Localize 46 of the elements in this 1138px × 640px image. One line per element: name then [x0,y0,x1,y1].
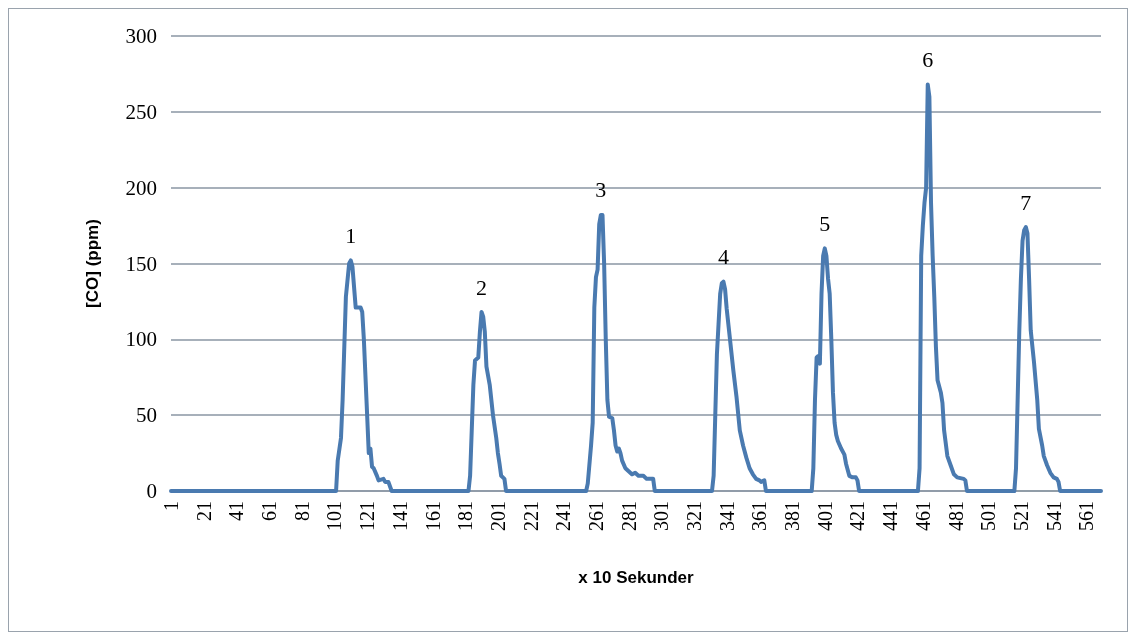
x-tick-label: 441 [879,501,902,531]
x-tick-label: 401 [813,501,836,531]
x-tick-label: 1 [160,501,182,511]
x-tick-label: 61 [258,501,281,521]
annotation: 4 [717,244,729,270]
annotation: 1 [345,222,357,248]
x-tick-label: 141 [388,501,411,531]
y-tick-label: 200 [125,175,157,200]
x-tick-label: 341 [715,501,738,531]
x-tick-label: 461 [911,501,934,531]
x-tick-label: 361 [748,501,771,531]
y-tick-label: 100 [125,327,157,352]
x-tick-label: 281 [617,501,640,531]
x-tick-label: 301 [650,501,673,531]
annotation: 6 [922,47,934,73]
x-tick-label: 161 [421,501,444,531]
x-tick-label: 221 [519,501,542,531]
y-axis-title: [CO] (ppm) [83,219,102,308]
annotation: 5 [819,210,831,236]
x-tick-label: 201 [486,501,509,531]
x-tick-label: 181 [454,501,477,531]
y-tick-label: 50 [136,403,157,428]
x-tick-label: 561 [1075,501,1098,531]
x-tick-label: 501 [977,501,1000,531]
x-tick-label: 261 [584,501,607,531]
x-tick-label: 481 [944,501,967,531]
x-tick-label: 121 [356,501,379,531]
y-tick-label: 300 [125,24,157,48]
x-tick-label: 241 [552,501,575,531]
x-tick-label: 81 [290,501,313,521]
y-tick-label: 250 [125,99,157,124]
annotation: 2 [476,274,488,300]
x-tick-label: 541 [1042,501,1065,531]
x-axis-title: x 10 Sekunder [578,568,695,587]
annotation: 3 [595,177,607,203]
x-tick-label: 381 [781,501,804,531]
x-tick-label: 421 [846,501,869,531]
y-tick-label: 150 [125,251,157,276]
x-tick-label: 41 [225,501,248,521]
x-tick-label: 21 [192,501,215,521]
y-tick-label: 0 [146,479,157,503]
x-tick-label: 521 [1009,501,1032,531]
x-tick-label: 321 [683,501,706,531]
annotation: 7 [1020,189,1032,215]
line-series [169,82,1103,493]
x-tick-label: 101 [323,501,346,531]
